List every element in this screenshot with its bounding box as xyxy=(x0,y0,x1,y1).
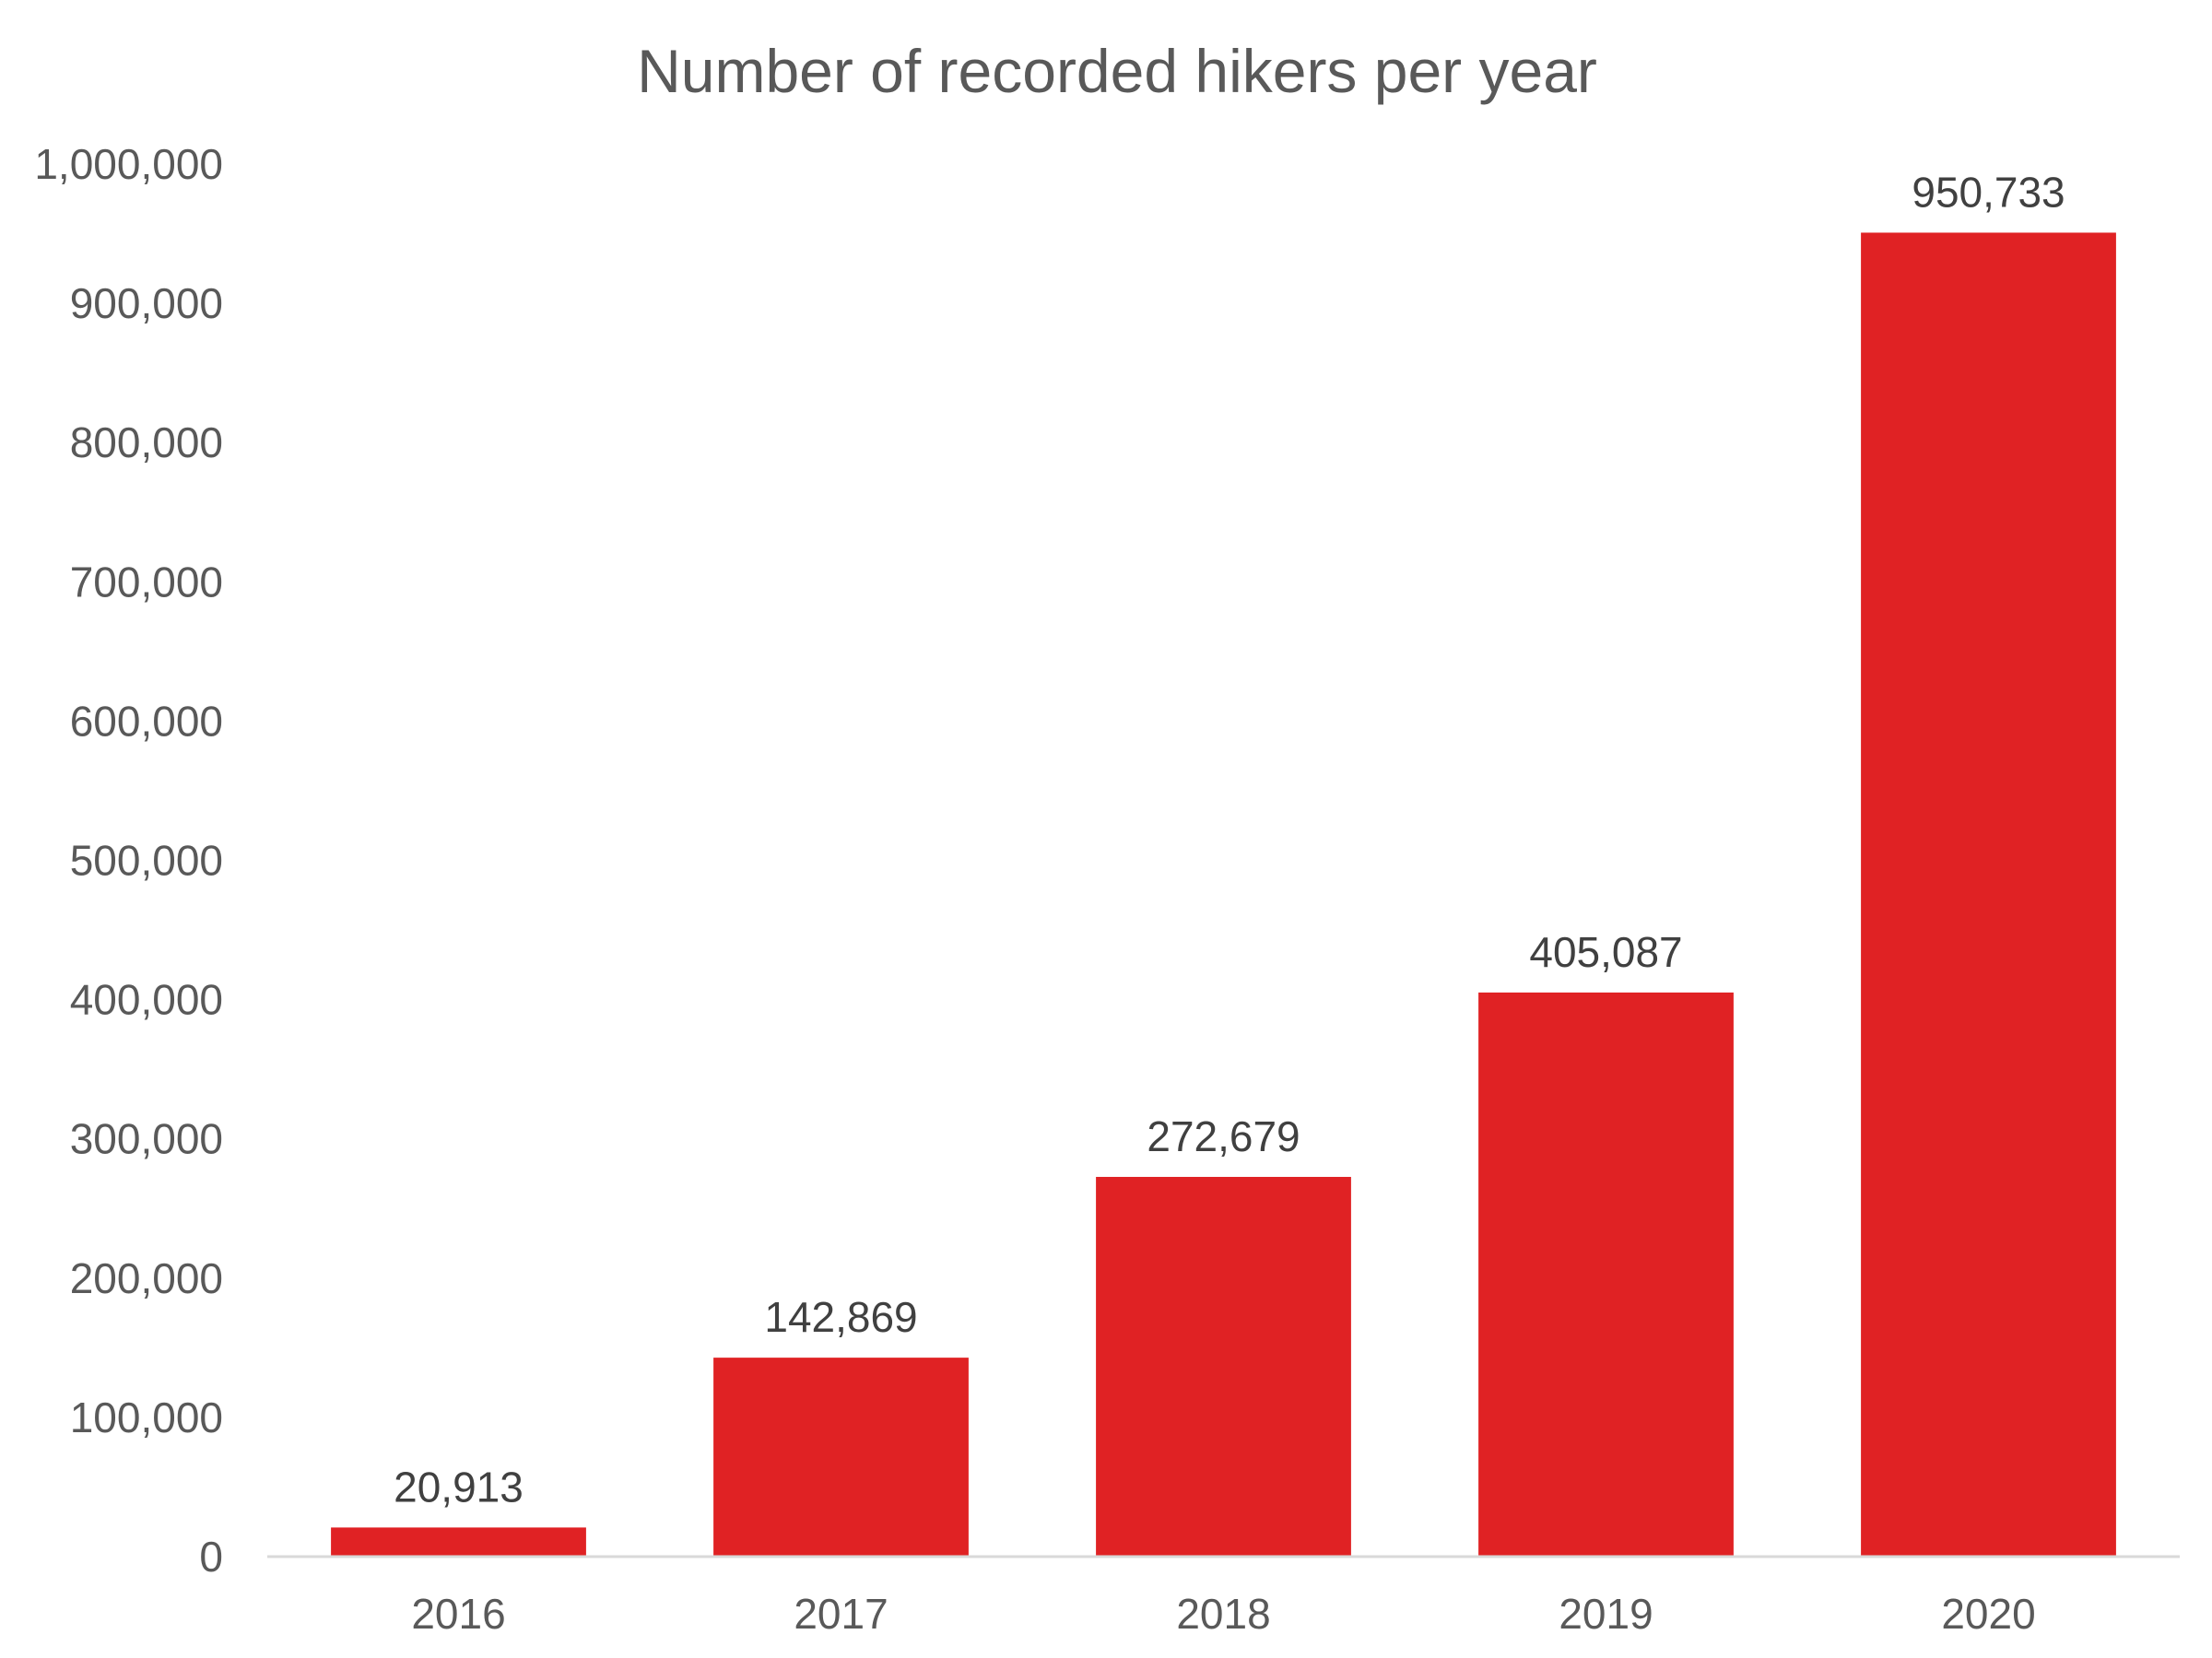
y-tick-label: 500,000 xyxy=(70,837,223,885)
y-tick-label: 700,000 xyxy=(70,558,223,606)
y-tick-label: 1,000,000 xyxy=(34,140,223,188)
y-tick-label: 900,000 xyxy=(70,279,223,327)
bar-2020 xyxy=(1861,232,2116,1558)
data-label-2016: 20,913 xyxy=(394,1463,524,1511)
x-tick-label-2019: 2019 xyxy=(1559,1590,1653,1638)
y-tick-label: 800,000 xyxy=(70,418,223,466)
y-axis-ticks: 0 100,000 200,000 300,000 400,000 500,000 600,… xyxy=(34,140,223,1581)
bar-2019 xyxy=(1478,992,1734,1557)
chart-title: Number of recorded hikers per year xyxy=(637,37,1597,105)
bars-group xyxy=(331,232,2116,1558)
bar-2018 xyxy=(1096,1176,1351,1557)
bar-2017 xyxy=(713,1358,969,1557)
x-tick-label-2020: 2020 xyxy=(1941,1590,2035,1638)
data-label-2017: 142,869 xyxy=(764,1293,917,1341)
y-tick-label: 0 xyxy=(199,1533,223,1581)
y-tick-label: 100,000 xyxy=(70,1393,223,1441)
y-tick-label: 300,000 xyxy=(70,1115,223,1163)
bar-2016 xyxy=(331,1527,586,1557)
x-tick-label-2016: 2016 xyxy=(411,1590,505,1638)
data-label-2019: 405,087 xyxy=(1529,928,1682,976)
x-tick-label-2017: 2017 xyxy=(794,1590,888,1638)
y-tick-label: 200,000 xyxy=(70,1254,223,1302)
x-axis-ticks: 2016 2017 2018 2019 2020 xyxy=(411,1590,2035,1638)
data-label-2018: 272,679 xyxy=(1147,1112,1300,1160)
x-tick-label-2018: 2018 xyxy=(1176,1590,1270,1638)
y-tick-label: 600,000 xyxy=(70,697,223,745)
y-tick-label: 400,000 xyxy=(70,976,223,1024)
data-labels-group: 20,913 142,869 272,679 405,087 950,733 xyxy=(394,168,2065,1511)
data-label-2020: 950,733 xyxy=(1912,168,2065,216)
